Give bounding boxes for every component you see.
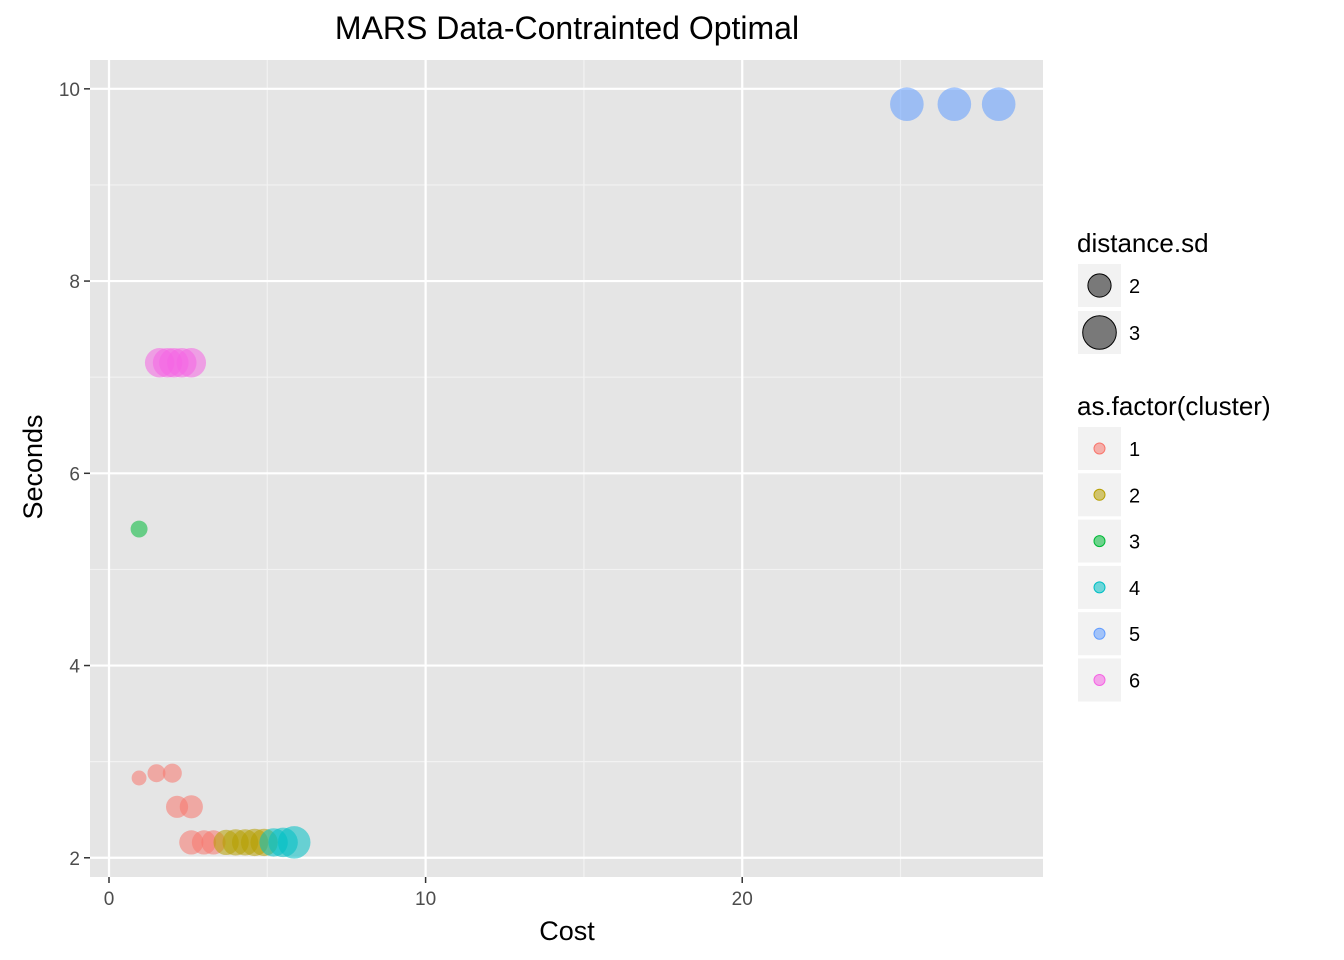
x-axis-label: Cost xyxy=(539,916,595,946)
color-legend-symbol xyxy=(1093,581,1106,594)
color-legend-symbol xyxy=(1093,674,1106,686)
color-legend-symbol xyxy=(1093,535,1106,548)
y-tick-label: 4 xyxy=(69,657,80,678)
size-legend-symbol xyxy=(1082,315,1117,350)
color-legend-symbol xyxy=(1093,627,1106,640)
size-legend-label: 3 xyxy=(1129,323,1140,345)
size-legend-label: 2 xyxy=(1129,276,1140,298)
color-legend: 1 2 3 4 5 6 xyxy=(1078,427,1140,702)
color-legend-symbol xyxy=(1093,488,1106,501)
x-tick-label: 10 xyxy=(415,889,436,910)
data-points xyxy=(130,87,1016,859)
color-legend-label: 1 xyxy=(1129,439,1140,461)
color-legend-label: 4 xyxy=(1129,578,1140,600)
grid-major xyxy=(90,60,1043,877)
data-point-cluster-1 xyxy=(131,770,147,786)
x-tick-label: 20 xyxy=(732,889,753,910)
chart-title: MARS Data-Contrainted Optimal xyxy=(335,10,799,46)
color-legend-title: as.factor(cluster) xyxy=(1077,391,1271,421)
size-legend-symbol xyxy=(1087,273,1112,298)
y-tick-label: 2 xyxy=(69,849,80,870)
data-point-cluster-1 xyxy=(162,763,182,783)
data-point-cluster-5 xyxy=(890,87,924,122)
y-tick-label: 10 xyxy=(59,80,80,101)
data-point-cluster-5 xyxy=(981,87,1016,122)
x-tick-label: 0 xyxy=(104,889,115,910)
color-legend-symbol xyxy=(1093,442,1106,455)
y-axis: 2 4 6 8 10 xyxy=(59,80,90,870)
y-axis-label: Seconds xyxy=(18,414,48,519)
grid-minor xyxy=(90,60,1043,877)
color-legend-label: 5 xyxy=(1129,624,1140,646)
color-legend-label: 2 xyxy=(1129,485,1140,507)
size-legend: 23 xyxy=(1078,264,1140,354)
plot-area xyxy=(90,60,1043,877)
plot-background xyxy=(90,60,1043,877)
data-point-cluster-1 xyxy=(179,795,203,819)
data-point-cluster-3 xyxy=(130,520,148,538)
data-point-cluster-4 xyxy=(277,826,311,859)
color-legend-label: 3 xyxy=(1129,532,1140,554)
color-legend-label: 6 xyxy=(1129,671,1140,693)
x-axis: 0 10 20 xyxy=(104,877,753,910)
data-point-cluster-1 xyxy=(147,764,166,783)
data-point-cluster-5 xyxy=(937,87,972,122)
y-tick-label: 8 xyxy=(69,272,80,293)
data-point-cluster-6 xyxy=(176,348,207,378)
size-legend-title: distance.sd xyxy=(1077,228,1209,258)
y-tick-label: 6 xyxy=(69,464,80,485)
